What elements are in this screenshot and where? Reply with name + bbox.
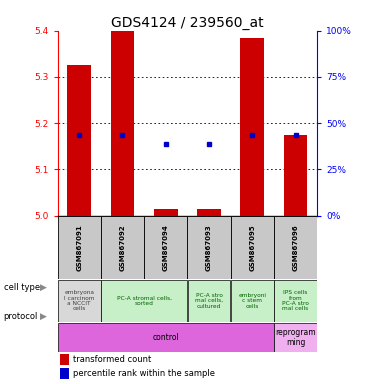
Text: ▶: ▶ xyxy=(40,312,47,321)
Text: PC-A stro
mal cells,
cultured: PC-A stro mal cells, cultured xyxy=(195,293,223,309)
Bar xyxy=(240,38,264,215)
Text: transformed count: transformed count xyxy=(73,355,151,364)
Text: control: control xyxy=(152,333,179,342)
Text: reprogram
ming: reprogram ming xyxy=(275,328,316,347)
FancyBboxPatch shape xyxy=(58,280,101,321)
FancyBboxPatch shape xyxy=(231,216,274,279)
Bar xyxy=(154,209,178,215)
Text: embryoni
c stem
cells: embryoni c stem cells xyxy=(238,293,266,309)
FancyBboxPatch shape xyxy=(101,280,187,321)
FancyBboxPatch shape xyxy=(58,216,101,279)
Text: IPS cells
from
PC-A stro
mal cells: IPS cells from PC-A stro mal cells xyxy=(282,290,309,311)
Text: GSM867096: GSM867096 xyxy=(293,224,299,271)
Text: GSM867095: GSM867095 xyxy=(249,224,255,271)
Bar xyxy=(67,65,91,215)
FancyBboxPatch shape xyxy=(231,280,274,321)
Bar xyxy=(60,368,69,379)
Text: GSM867091: GSM867091 xyxy=(76,224,82,271)
Text: protocol: protocol xyxy=(4,312,38,321)
Text: PC-A stromal cells,
sorted: PC-A stromal cells, sorted xyxy=(116,296,171,306)
Text: GSM867094: GSM867094 xyxy=(163,224,169,271)
Bar xyxy=(284,135,308,215)
Bar xyxy=(111,31,134,215)
FancyBboxPatch shape xyxy=(101,216,144,279)
FancyBboxPatch shape xyxy=(274,216,317,279)
Text: GSM867092: GSM867092 xyxy=(119,224,125,271)
Text: cell type: cell type xyxy=(4,283,40,292)
Title: GDS4124 / 239560_at: GDS4124 / 239560_at xyxy=(111,16,264,30)
Text: GSM867093: GSM867093 xyxy=(206,224,212,271)
Text: embryona
l carcinom
a NCCIT
cells: embryona l carcinom a NCCIT cells xyxy=(64,290,94,311)
Text: percentile rank within the sample: percentile rank within the sample xyxy=(73,369,215,378)
FancyBboxPatch shape xyxy=(274,323,317,351)
Bar xyxy=(60,354,69,365)
FancyBboxPatch shape xyxy=(58,323,274,351)
FancyBboxPatch shape xyxy=(274,280,317,321)
Bar xyxy=(197,209,221,215)
Text: ▶: ▶ xyxy=(40,283,47,292)
FancyBboxPatch shape xyxy=(144,216,187,279)
FancyBboxPatch shape xyxy=(188,280,230,321)
FancyBboxPatch shape xyxy=(187,216,231,279)
